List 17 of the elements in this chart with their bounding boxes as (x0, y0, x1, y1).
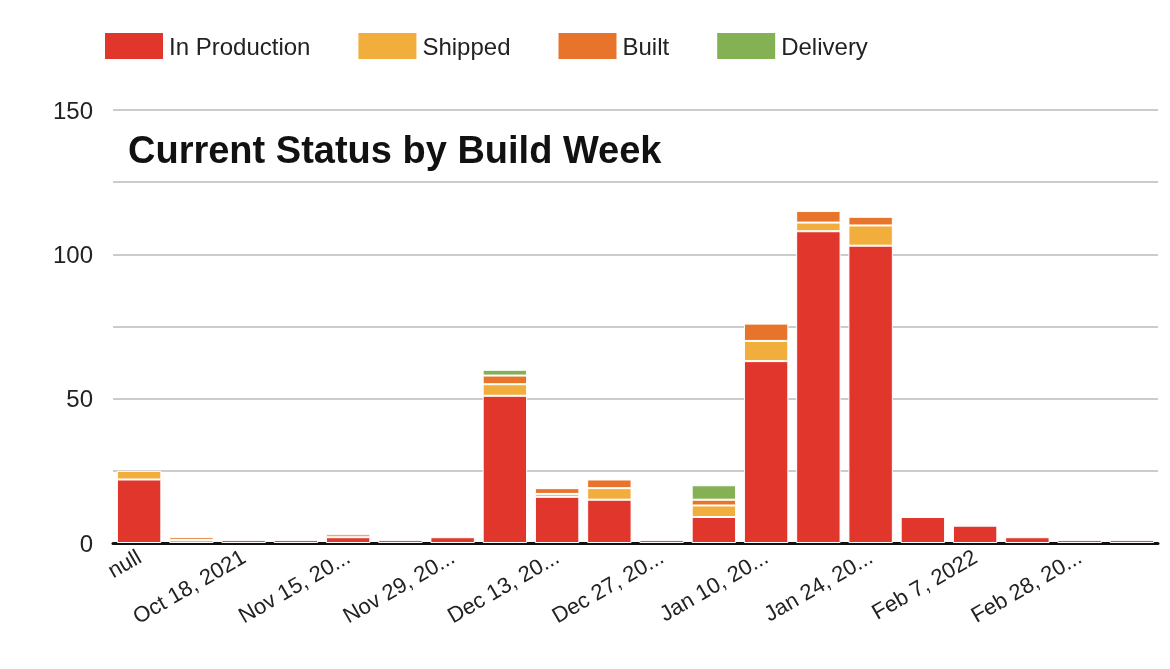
y-tick-label: 150 (52, 96, 93, 124)
y-tick-label: 100 (52, 240, 93, 268)
bar (430, 537, 475, 543)
bar (325, 537, 371, 543)
bar (952, 525, 998, 543)
x-tick-label: null (103, 544, 146, 583)
text: Current Status by Build Week (128, 129, 663, 171)
legend-label: Built (622, 32, 670, 60)
legend-label: Delivery (781, 32, 868, 60)
y-tick-label: 0 (79, 529, 93, 557)
legend-label: Shipped (422, 32, 511, 60)
y-tick-label: 50 (66, 385, 93, 413)
bar (900, 517, 946, 543)
bar (1005, 537, 1050, 543)
bar (534, 488, 580, 494)
legend-label: In Production (169, 32, 311, 60)
bar (534, 496, 580, 543)
